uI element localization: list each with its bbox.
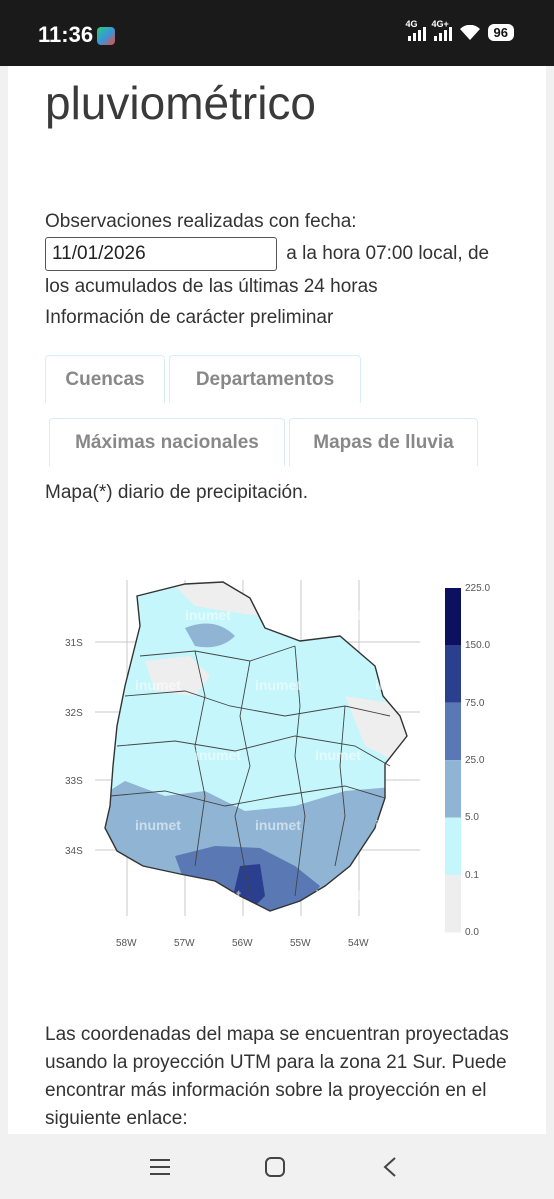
lon-label: 58W [116, 938, 137, 949]
date-input[interactable] [45, 237, 277, 271]
observation-block: Observaciones realizadas con fecha: a la… [45, 206, 515, 333]
legend-swatch [445, 702, 461, 761]
watermark: inumet [255, 817, 301, 833]
lon-label: 57W [174, 938, 195, 949]
page-title: pluviométrico [45, 77, 316, 129]
watermark: inumet [375, 677, 421, 693]
precipitation-map: inumet inumet inumet inumet inumet inume… [45, 566, 505, 966]
legend-label: 150.0 [465, 640, 490, 651]
lat-label: 34S [65, 846, 83, 857]
observation-note: Información de carácter preliminar [45, 307, 334, 328]
watermark: inumet [315, 607, 361, 623]
watermark: inumet [255, 677, 301, 693]
signal-1-icon: 4G [406, 19, 426, 41]
map-description: Mapa(*) diario de precipitación. [45, 482, 308, 503]
legend-swatch [445, 875, 461, 933]
back-icon[interactable] [375, 1152, 405, 1182]
observation-prefix: Observaciones realizadas con fecha: [45, 211, 357, 232]
legend-swatch [445, 645, 461, 703]
battery-icon: 96 [487, 24, 514, 41]
watermark: inumet [135, 817, 181, 833]
legend-label: 75.0 [465, 698, 485, 709]
wifi-icon [459, 24, 480, 40]
tab-mapas-de-lluvia[interactable]: Mapas de lluvia [289, 418, 478, 466]
legend-label: 0.0 [465, 927, 479, 938]
lat-label: 33S [65, 776, 83, 787]
tab-departamentos[interactable]: Departamentos [169, 355, 361, 403]
lon-label: 55W [290, 938, 311, 949]
status-icons: 4G 4G+ 96 [406, 19, 514, 41]
recents-icon[interactable] [145, 1152, 175, 1182]
observation-suffix: a la hora 07:00 local, de los acumulados… [45, 243, 490, 297]
legend-label: 0.1 [465, 870, 479, 881]
lat-label: 32S [65, 708, 83, 719]
legend [445, 588, 461, 933]
status-time: 11:36 [38, 22, 94, 47]
coords-text: Las coordenadas del mapa se encuentran p… [45, 1024, 509, 1129]
lat-label: 31S [65, 638, 83, 649]
signal-2-icon: 4G+ [432, 19, 452, 41]
status-bar: 11:36 4G 4G+ 96 [0, 0, 554, 66]
app-notification-icon [97, 27, 115, 45]
legend-swatch [445, 817, 461, 875]
legend-swatch [445, 760, 461, 818]
legend-swatch [445, 588, 461, 646]
tab-cuencas[interactable]: Cuencas [45, 355, 165, 403]
legend-label: 225.0 [465, 583, 490, 594]
watermark: inumet [315, 887, 361, 903]
watermark: inumet [195, 887, 241, 903]
watermark: inumet [135, 677, 181, 693]
legend-label: 5.0 [465, 812, 479, 823]
legend-label: 25.0 [465, 755, 485, 766]
tab-maximas-nacionales[interactable]: Máximas nacionales [49, 418, 285, 466]
watermark: inumet [375, 817, 421, 833]
lon-label: 56W [232, 938, 253, 949]
android-nav-bar [0, 1134, 554, 1199]
home-icon[interactable] [260, 1152, 290, 1182]
watermark: inumet [185, 607, 231, 623]
watermark: inumet [195, 747, 241, 763]
lon-label: 54W [348, 938, 369, 949]
page-content: pluviométrico Observaciones realizadas c… [8, 66, 546, 1134]
watermark: inumet [315, 747, 361, 763]
